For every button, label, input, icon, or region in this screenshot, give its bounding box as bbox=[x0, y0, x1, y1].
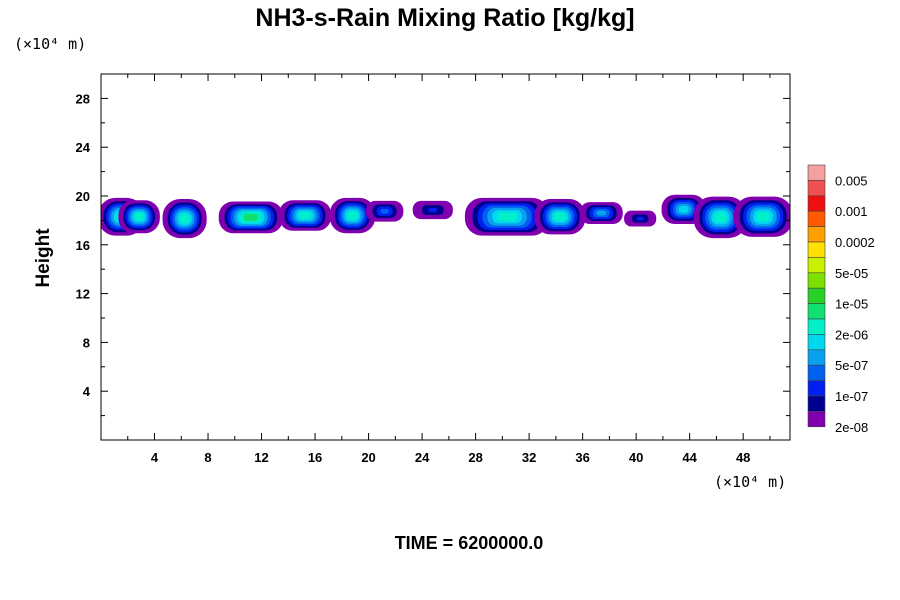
cloud-cell bbox=[162, 199, 207, 239]
x-tick-label: 36 bbox=[575, 450, 589, 465]
colorbar-swatch bbox=[807, 349, 826, 366]
x-tick-label: 16 bbox=[308, 450, 322, 465]
x-tick-label: 24 bbox=[415, 450, 430, 465]
contour-band bbox=[134, 212, 144, 221]
contour-band bbox=[428, 208, 438, 213]
y-tick-label: 12 bbox=[76, 287, 90, 302]
colorbar-swatch bbox=[807, 241, 826, 258]
colorbar-swatch bbox=[807, 395, 826, 412]
colorbar-swatch bbox=[807, 364, 826, 381]
colorbar-swatch bbox=[807, 272, 826, 289]
cloud-cell bbox=[693, 196, 748, 239]
time-label: TIME = 6200000.0 bbox=[395, 533, 544, 553]
contour-band bbox=[678, 206, 689, 213]
colorbar-swatch bbox=[807, 318, 826, 335]
colorbar-swatch bbox=[807, 164, 826, 181]
x-tick-label: 40 bbox=[629, 450, 643, 465]
cloud-layer bbox=[101, 194, 790, 239]
contour-band bbox=[756, 212, 770, 222]
colorbar-swatch bbox=[807, 226, 826, 243]
y-tick-label: 4 bbox=[83, 384, 91, 399]
x-tick-label: 8 bbox=[204, 450, 211, 465]
chart-title: NH3-s-Rain Mixing Ratio [kg/kg] bbox=[255, 4, 634, 32]
x-tick-label: 4 bbox=[151, 450, 159, 465]
plot-frame bbox=[100, 73, 791, 441]
colorbar-swatch bbox=[807, 380, 826, 397]
y-axis-label: Height bbox=[33, 228, 54, 288]
y-tick-label: 16 bbox=[76, 238, 90, 253]
cloud-cell bbox=[278, 200, 332, 231]
cloud-cell bbox=[329, 197, 376, 234]
contour-band bbox=[636, 216, 644, 221]
colorbar-swatch bbox=[807, 411, 826, 428]
contour-band bbox=[554, 212, 566, 221]
x-tick-label: 32 bbox=[522, 450, 536, 465]
colorbar-swatch bbox=[807, 303, 826, 320]
contour-band bbox=[179, 213, 190, 224]
colorbar-label: 1e-05 bbox=[835, 297, 868, 312]
colorbar-label: 0.0002 bbox=[835, 235, 875, 250]
cloud-cell bbox=[733, 196, 790, 237]
contour-band bbox=[243, 213, 259, 222]
colorbar-swatch bbox=[807, 180, 826, 197]
x-axis-unit: (×10⁴ m) bbox=[714, 473, 786, 491]
x-tick-label: 44 bbox=[682, 450, 697, 465]
colorbar-label: 1e-07 bbox=[835, 389, 868, 404]
colorbar-swatch bbox=[807, 195, 826, 212]
cloud-cell bbox=[412, 200, 453, 220]
colorbar-swatch bbox=[807, 334, 826, 351]
cloud-cell bbox=[365, 200, 404, 222]
colorbar: 0.005 0.001 0.0002 5e-05 1e-05 2e-06 5e-07 1e-0… bbox=[807, 164, 875, 435]
colorbar-label: 0.005 bbox=[835, 173, 868, 188]
x-tick-label: 12 bbox=[254, 450, 268, 465]
cloud-cell bbox=[534, 199, 586, 235]
colorbar-label: 5e-05 bbox=[835, 266, 868, 281]
contour-band bbox=[380, 208, 389, 214]
y-tick-label: 24 bbox=[76, 140, 91, 155]
y-axis-unit: (×10⁴ m) bbox=[14, 35, 86, 53]
colorbar-label: 2e-06 bbox=[835, 327, 868, 342]
contour-band bbox=[714, 212, 727, 223]
x-tick-label: 20 bbox=[361, 450, 375, 465]
colorbar-label: 2e-08 bbox=[835, 420, 868, 435]
cloud-cell bbox=[579, 202, 623, 225]
colorbar-label: 0.001 bbox=[835, 204, 868, 219]
x-tick-label: 48 bbox=[736, 450, 750, 465]
colorbar-swatch bbox=[807, 287, 826, 304]
contour-band bbox=[299, 212, 311, 220]
colorbar-label: 5e-07 bbox=[835, 358, 868, 373]
y-tick-label: 28 bbox=[76, 91, 90, 106]
contour-band bbox=[497, 212, 517, 222]
contour-band bbox=[347, 211, 358, 220]
cloud-cell bbox=[118, 200, 160, 234]
colorbar-swatch bbox=[807, 257, 826, 274]
y-tick-label: 8 bbox=[83, 335, 90, 350]
cloud-cell bbox=[624, 210, 657, 227]
y-tick-label: 20 bbox=[76, 189, 90, 204]
cloud-cell bbox=[464, 197, 550, 236]
contour-band bbox=[596, 210, 607, 216]
cloud-cell bbox=[218, 201, 283, 234]
colorbar-swatch bbox=[807, 210, 826, 227]
x-tick-label: 28 bbox=[468, 450, 482, 465]
